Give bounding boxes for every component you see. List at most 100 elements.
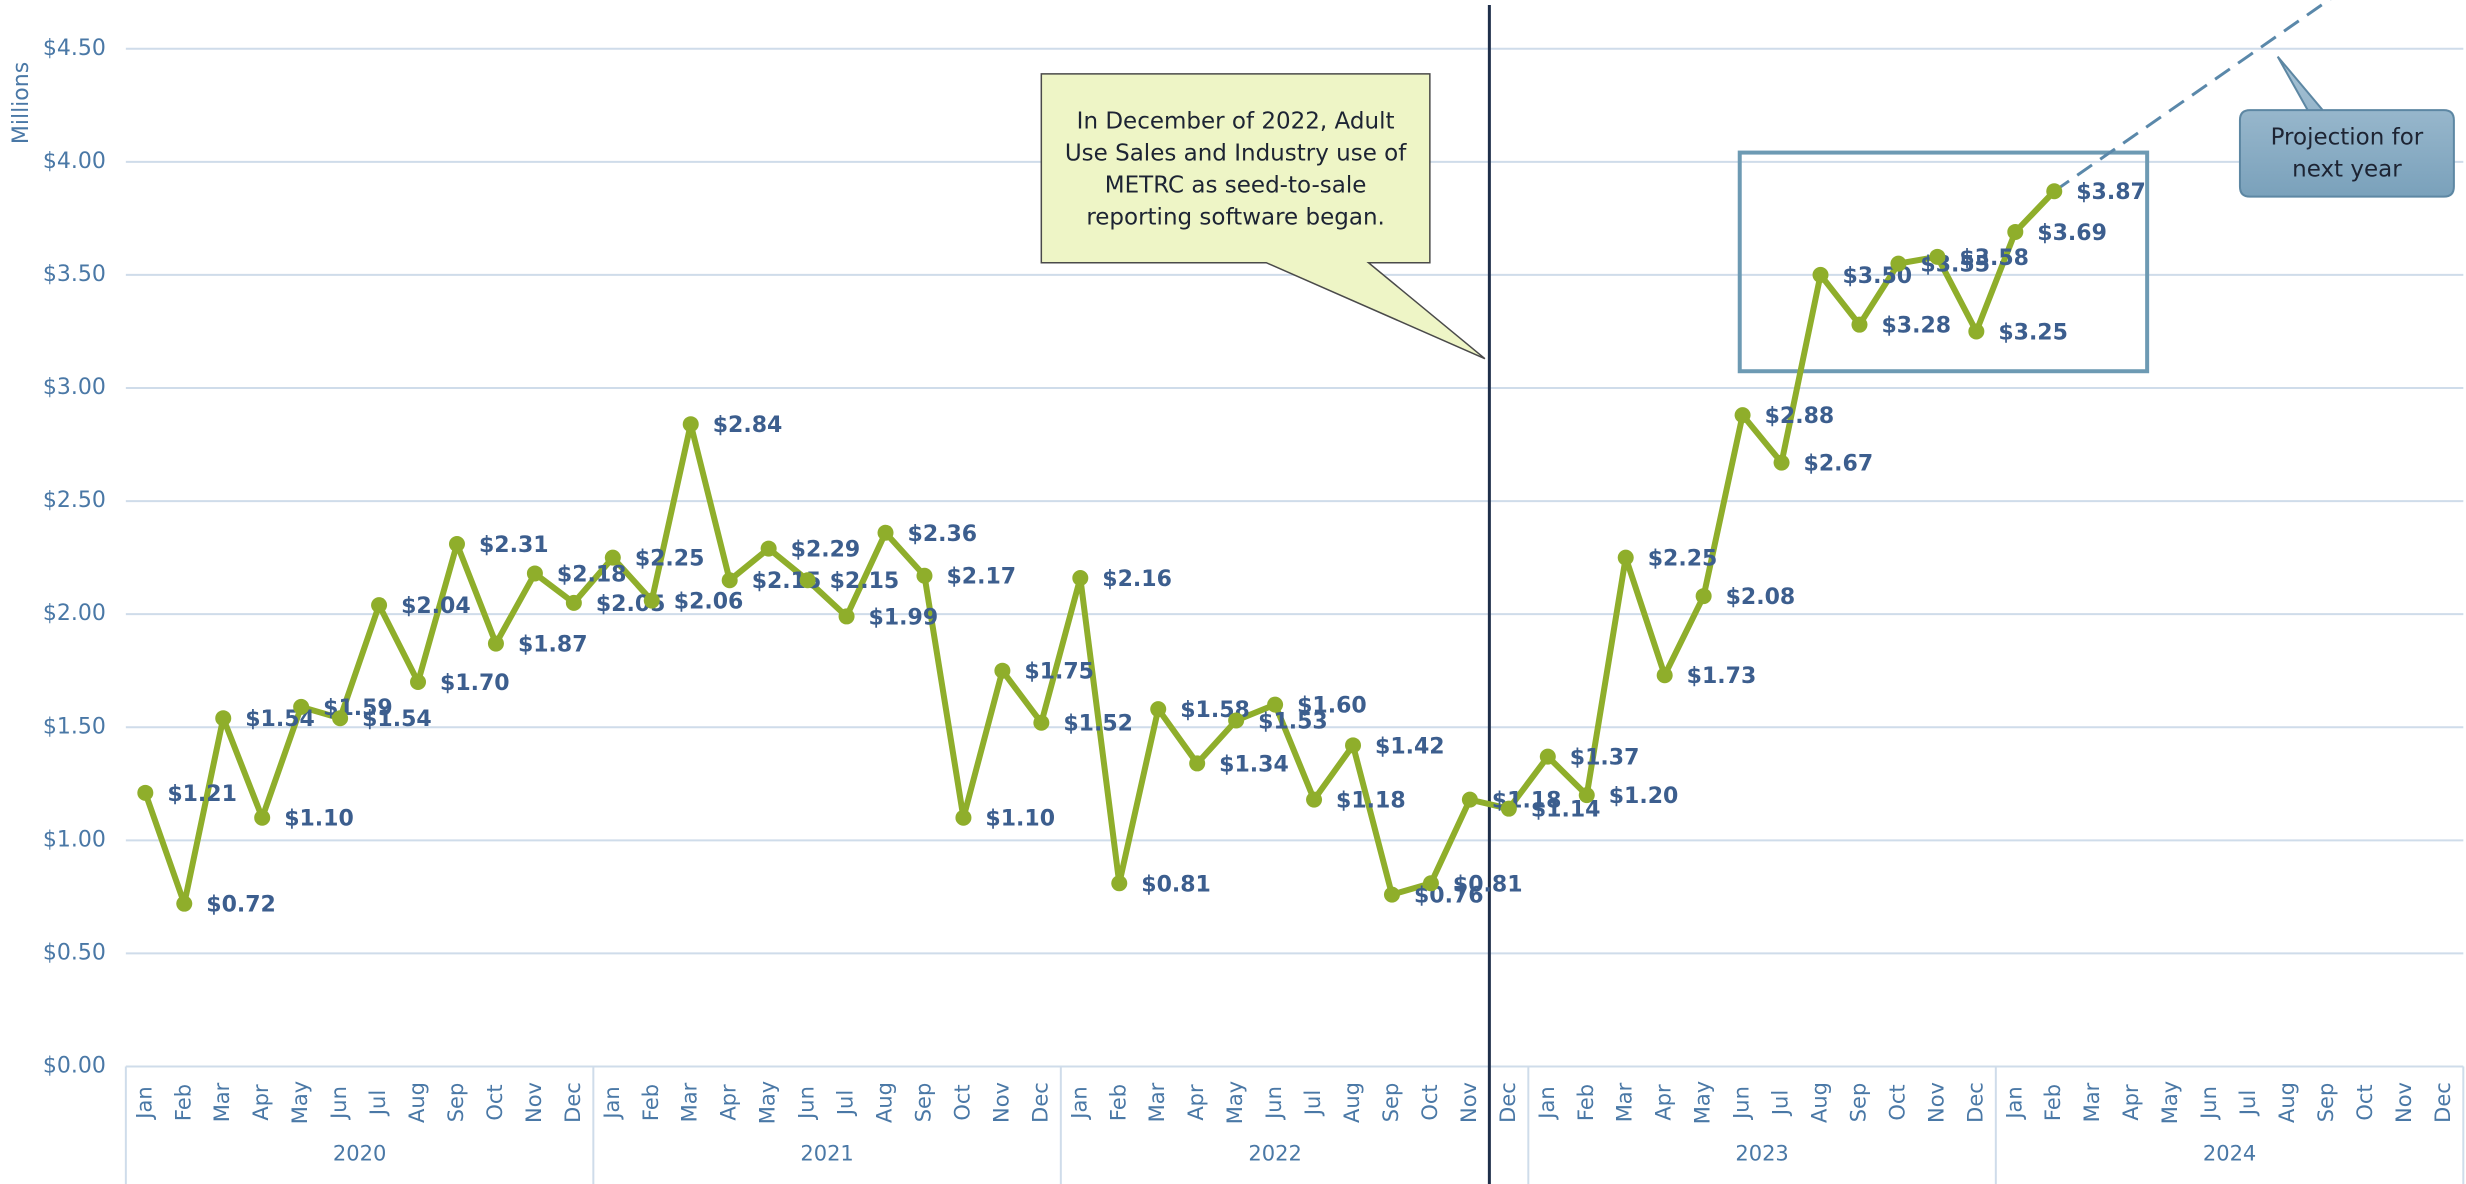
callout-box (1040, 73, 1486, 360)
data-label: $3.25 (1998, 320, 2068, 345)
callout-text: reporting software began. (1086, 204, 1385, 230)
data-point (838, 608, 855, 625)
projection-text: next year (2292, 157, 2402, 183)
data-point (760, 540, 777, 557)
x-tick-label: Dec (561, 1082, 585, 1123)
data-point (1461, 791, 1478, 808)
y-tick-label: $1.00 (43, 827, 106, 852)
data-point (877, 524, 894, 541)
projection-text: Projection for (2271, 125, 2424, 151)
data-point (1422, 875, 1439, 892)
callout-text: In December of 2022, Adult (1077, 108, 1395, 134)
x-tick-label: Aug (1808, 1082, 1832, 1123)
x-tick-label: Mar (2080, 1082, 2104, 1122)
y-tick-label: $4.00 (43, 149, 106, 174)
data-label: $0.72 (206, 893, 276, 918)
y-tick-label: $1.50 (43, 714, 106, 739)
year-label: 2023 (1735, 1141, 1788, 1165)
data-point (371, 597, 388, 614)
data-label: $0.81 (1141, 872, 1211, 897)
x-tick-label: Jun (1262, 1086, 1286, 1121)
y-tick-label: $3.00 (43, 375, 106, 400)
x-tick-label: May (288, 1081, 312, 1124)
x-tick-label: Apr (249, 1084, 273, 1121)
data-label: $1.10 (284, 807, 354, 832)
data-point (994, 662, 1011, 679)
data-label: $1.75 (1024, 660, 1094, 685)
x-tick-label: Dec (1496, 1082, 1520, 1123)
data-point (448, 536, 465, 553)
data-label: $1.52 (1063, 712, 1133, 737)
data-point (1539, 748, 1556, 765)
y-tick-label: $0.00 (43, 1053, 106, 1078)
data-point (1656, 667, 1673, 684)
x-tick-label: Jan (2002, 1086, 2026, 1120)
x-tick-label: May (756, 1081, 780, 1124)
x-tick-label: Nov (522, 1082, 546, 1123)
data-label: $2.88 (1765, 404, 1835, 429)
x-tick-label: Jun (795, 1086, 819, 1121)
y-axis-label: Millions (9, 62, 34, 144)
data-point (565, 594, 582, 611)
data-point (176, 895, 193, 912)
data-point (1267, 696, 1284, 713)
x-tick-label: Jan (600, 1086, 624, 1120)
x-tick-label: Jul (834, 1090, 858, 1117)
data-point (254, 809, 271, 826)
projection-line (2053, 0, 2332, 193)
x-tick-label: Sep (1846, 1083, 1870, 1123)
data-label: $1.73 (1687, 664, 1757, 689)
data-point (721, 572, 738, 589)
data-point (332, 710, 349, 727)
data-point (1812, 266, 1829, 283)
series-line (142, 189, 2057, 907)
data-label: $1.34 (1219, 752, 1289, 777)
data-label: $0.81 (1453, 872, 1523, 897)
x-tick-label: Jan (1067, 1086, 1091, 1120)
data-label: $2.36 (908, 522, 978, 547)
x-tick-label: Sep (444, 1083, 468, 1123)
x-tick-label: May (2158, 1081, 2182, 1124)
data-label: $2.15 (830, 569, 900, 594)
x-tick-label: Oct (483, 1084, 507, 1120)
data-point (1111, 875, 1128, 892)
x-tick-label: Jun (1730, 1086, 1754, 1121)
x-tick-label: Jul (2236, 1090, 2260, 1117)
data-label: $1.10 (985, 807, 1055, 832)
data-point (1968, 323, 1985, 340)
x-tick-label: Mar (1613, 1082, 1637, 1122)
data-point (1734, 407, 1751, 424)
data-label: $1.20 (1609, 784, 1679, 809)
x-tick-label: Feb (1106, 1084, 1130, 1121)
y-tick-label: $0.50 (43, 940, 106, 965)
y-tick-label: $2.50 (43, 488, 106, 513)
data-point (526, 565, 543, 582)
data-point (1773, 454, 1790, 471)
x-tick-label: Mar (1145, 1082, 1169, 1122)
x-tick-label: Dec (1028, 1082, 1052, 1123)
x-tick-label: Dec (1963, 1082, 1987, 1123)
data-label: $1.53 (1258, 709, 1328, 734)
y-tick-label: $3.50 (43, 262, 106, 287)
data-point (1929, 248, 1946, 265)
year-label: 2020 (333, 1141, 386, 1165)
data-label: $1.99 (869, 605, 939, 630)
data-label: $1.87 (518, 633, 588, 658)
x-tick-label: Jun (327, 1086, 351, 1121)
data-label: $2.29 (791, 538, 861, 563)
x-tick-label: Jul (366, 1090, 390, 1117)
x-tick-label: Aug (405, 1082, 429, 1123)
x-tick-label: Mar (210, 1082, 234, 1122)
data-point (1851, 316, 1868, 333)
x-tick-label: Aug (873, 1082, 897, 1123)
data-label: $2.25 (635, 547, 705, 572)
data-label: $2.67 (1804, 452, 1874, 477)
x-tick-label: Feb (1574, 1084, 1598, 1121)
data-label: $3.69 (2037, 221, 2107, 246)
data-point (1695, 588, 1712, 605)
data-label: $3.58 (1959, 246, 2029, 271)
data-point (1306, 791, 1323, 808)
year-label: 2022 (1248, 1141, 1301, 1165)
data-label: $2.08 (1726, 585, 1796, 610)
